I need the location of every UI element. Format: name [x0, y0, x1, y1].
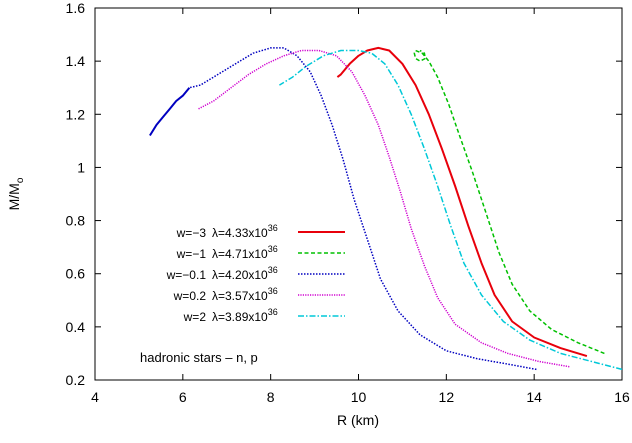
y-tick-label: 0.2	[66, 372, 86, 388]
axis-ticks	[94, 7, 623, 381]
legend-label: w=−0.1	[166, 268, 207, 282]
legend-label: w=−3	[176, 226, 207, 240]
y-axis-label-main: M/M	[6, 183, 22, 210]
legend-label: w=2	[183, 310, 207, 324]
legend-lambda: λ=4.33x1036	[212, 223, 278, 240]
x-tick-label: 16	[614, 389, 630, 405]
legend-label: w=−1	[176, 247, 207, 261]
legend-lambda: λ=4.71x1036	[212, 244, 278, 261]
plot-frame	[94, 7, 623, 381]
x-tick-label: 6	[179, 389, 187, 405]
x-tick-labels: 4 6 8 10 12 14 16	[91, 389, 630, 405]
y-tick-label: 1	[77, 159, 85, 175]
series-line-5	[149, 87, 191, 137]
x-axis-label: R (km)	[337, 412, 379, 428]
x-tick-label: 14	[526, 389, 542, 405]
y-tick-label: 0.4	[66, 319, 86, 335]
y-tick-label: 0.6	[66, 266, 86, 282]
series-line-1	[413, 49, 605, 355]
y-tick-label: 1.6	[66, 0, 86, 16]
series-line-0	[336, 46, 588, 358]
y-tick-labels: 0.2 0.4 0.6 0.8 1 1.2 1.4 1.6	[66, 0, 86, 388]
series-line-2	[189, 47, 537, 371]
y-tick-label: 0.8	[66, 213, 86, 229]
legend-lambda: λ=3.57x1036	[212, 286, 278, 303]
legend: w=−3 λ=4.33x1036 w=−1 λ=4.71x1036 w=−0.1 λ=4.…	[166, 223, 345, 324]
chart-annotation: hadronic stars – n, p	[140, 350, 258, 365]
legend-lambda: λ=4.20x1036	[212, 265, 278, 282]
legend-lambda: λ=3.89x1036	[212, 307, 278, 324]
y-axis-label-sub: o	[15, 177, 26, 183]
y-axis-label: M/Mo	[6, 177, 26, 210]
x-tick-label: 4	[91, 389, 99, 405]
x-tick-label: 10	[351, 389, 367, 405]
series-lines	[149, 46, 623, 371]
svg-text:M/Mo: M/Mo	[6, 177, 26, 210]
y-tick-label: 1.4	[66, 53, 86, 69]
y-tick-label: 1.2	[66, 106, 86, 122]
x-tick-label: 8	[267, 389, 275, 405]
legend-label: w=0.2	[173, 289, 207, 303]
x-tick-label: 12	[439, 389, 455, 405]
series-line-4	[279, 49, 623, 371]
